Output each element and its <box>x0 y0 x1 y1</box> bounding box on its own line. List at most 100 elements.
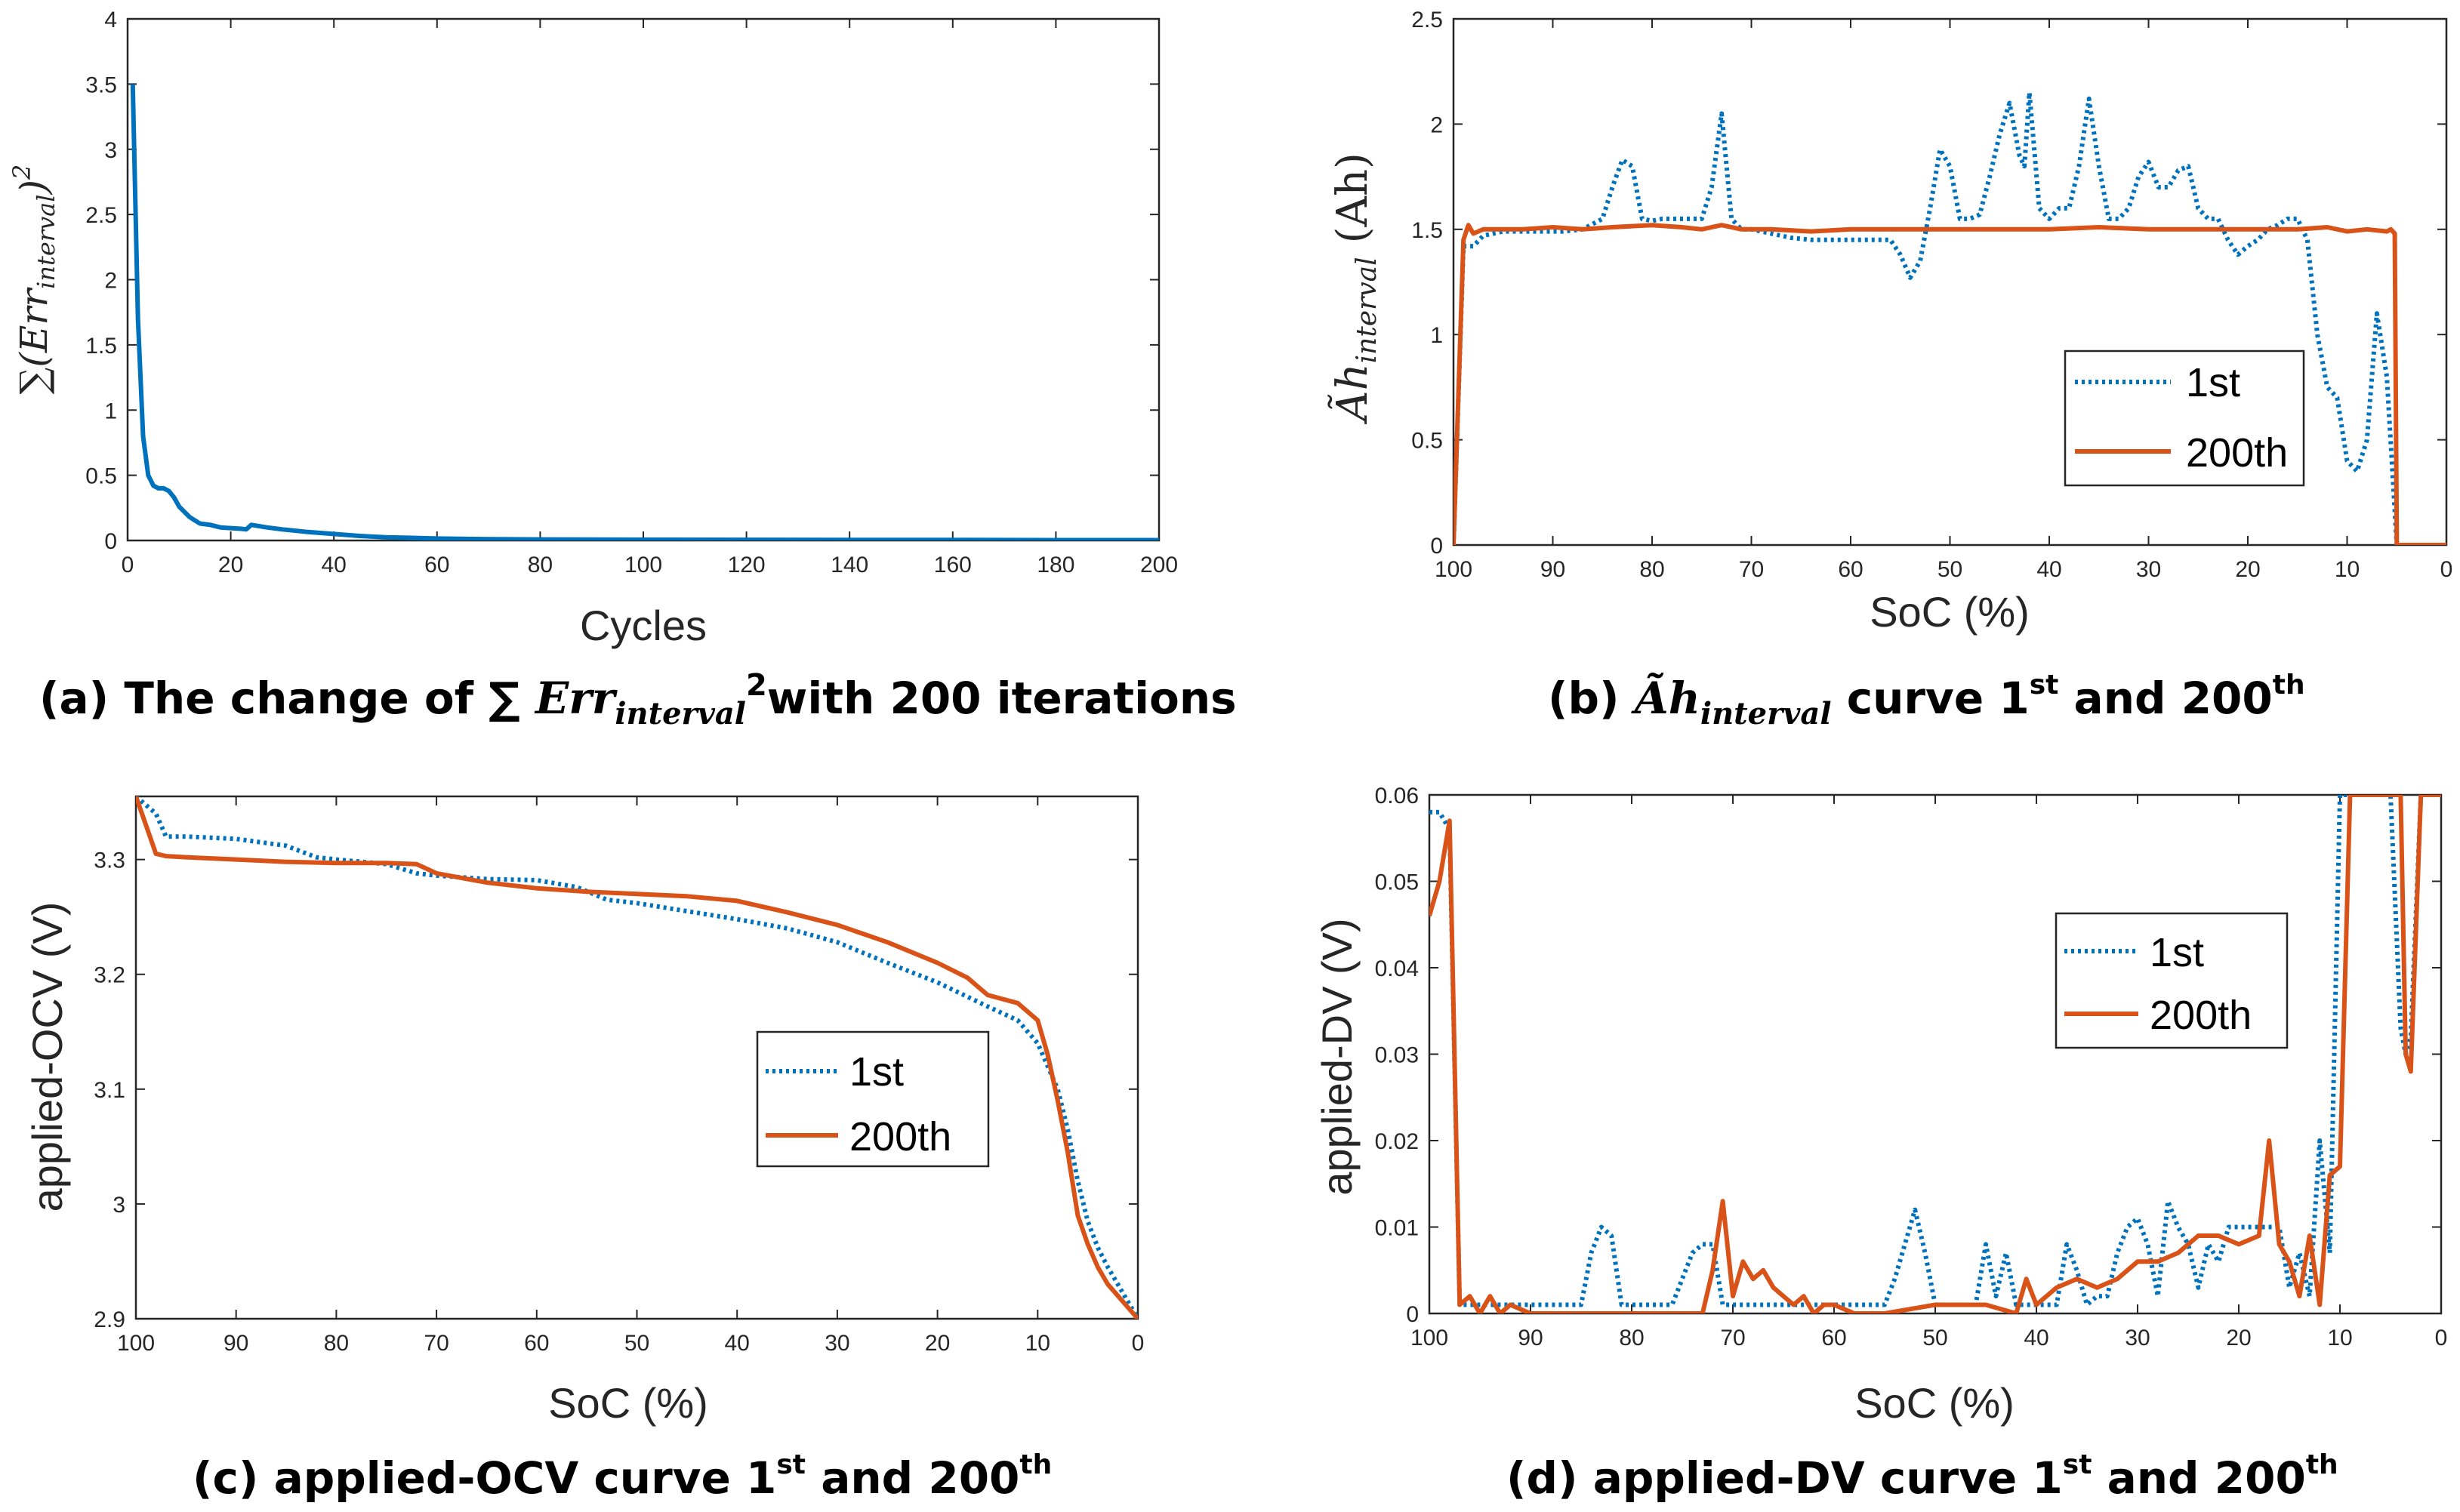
panel-a-xtick-label: 200 <box>1140 553 1178 577</box>
panel-c-xtick-label: 100 <box>117 1331 155 1356</box>
panel-b-ytick-label: 0 <box>1430 534 1443 559</box>
panel-d-xtick-label: 40 <box>2024 1326 2048 1350</box>
panel-d-xtick-label: 0 <box>2435 1326 2448 1350</box>
panel-a-xtick-label: 100 <box>624 553 662 577</box>
panel-b-caption: (b) Ãhinterval curve 1st and 200th <box>1548 670 2305 731</box>
panel-b-ytick-label: 2 <box>1430 112 1443 137</box>
panel-d-ytick-label: 0.06 <box>1375 784 1419 808</box>
panel-d-series-1st <box>1429 795 2441 1307</box>
panel-c-legend-box <box>756 1030 990 1168</box>
panel-b-xtick-label: 100 <box>1435 557 1472 582</box>
panel-c-ytick-label: 3.3 <box>94 848 125 873</box>
panel-a-ytick-label: 2.5 <box>85 203 117 228</box>
panel-c-ylabel: applied-OCV (V) <box>23 902 71 1212</box>
panel-c-ytick-label: 3 <box>113 1193 125 1218</box>
panel-d-xlabel: SoC (%) <box>1854 1379 2015 1427</box>
panel-c-xtick-label: 60 <box>524 1331 549 1356</box>
panel-c-series-1st <box>136 796 1138 1319</box>
panel-b-legend-label-1st: 1st <box>2186 360 2240 405</box>
panel-a-ytick-label: 2 <box>104 269 117 294</box>
panel-c-xtick-label: 80 <box>324 1331 349 1356</box>
panel-b-xlabel: SoC (%) <box>1870 588 2030 636</box>
panel-c-legend-label-200th: 200th <box>849 1114 951 1159</box>
panel-c-xtick-label: 20 <box>925 1331 950 1356</box>
panel-b-ytick-label: 0.5 <box>1411 429 1443 454</box>
panel-b-ylabel: Ãhinterval(Ah) <box>1327 152 1383 425</box>
panel-c-xtick-label: 90 <box>223 1331 248 1356</box>
panel-d-ytick-label: 0.03 <box>1375 1043 1419 1068</box>
panel-b-xtick-label: 20 <box>2235 557 2260 582</box>
panel-b-series <box>1453 90 2446 545</box>
panel-a-xtick-label: 80 <box>528 553 553 577</box>
panel-c-legend-label-1st: 1st <box>849 1049 904 1095</box>
panel-d-plot-frame <box>1428 793 2443 1315</box>
panel-b-xtick-label: 10 <box>2335 557 2360 582</box>
panel-d-series-200th <box>1429 795 2441 1313</box>
panel-a-ytick-label: 0.5 <box>85 464 117 489</box>
panel-c-xtick-label: 0 <box>1132 1331 1145 1356</box>
panel-a-xtick-label: 140 <box>831 553 868 577</box>
panel-c-ticks: 100 90 80 70 60 50 40 30 20 10 02.933.13.23.3 <box>94 796 1144 1356</box>
panel-b-series-1st <box>1453 90 2446 545</box>
panel-d-legend: 1st 200th <box>2055 912 2289 1049</box>
panel-a-ytick-label: 1 <box>104 399 117 423</box>
panel-c-xtick-label: 10 <box>1025 1331 1050 1356</box>
panel-d-xtick-label: 90 <box>1518 1326 1543 1350</box>
panel-c-xtick-label: 30 <box>825 1331 849 1356</box>
panel-d-xtick-label: 10 <box>2327 1326 2352 1350</box>
panel-b-legend-label-200th: 200th <box>2186 430 2288 476</box>
panel-a-ytick-label: 4 <box>104 8 117 32</box>
panel-c-series <box>136 796 1138 1319</box>
panel-b-ytick-label: 2.5 <box>1411 8 1443 32</box>
panel-a-ytick-label: 0 <box>104 529 117 554</box>
panel-d-series <box>1429 795 2441 1313</box>
panel-a-ylabel: ∑(Errinterval)2 <box>8 165 60 395</box>
panel-b-ytick-label: 1.5 <box>1411 218 1443 243</box>
panel-b-xtick-label: 60 <box>1838 557 1863 582</box>
panel-b-ytick-label: 1 <box>1430 323 1443 348</box>
panel-a-series-error <box>130 84 1159 540</box>
panel-b-legend: 1st 200th <box>2064 350 2305 487</box>
panel-c-series-200th <box>136 796 1138 1319</box>
panel-c-xtick-label: 50 <box>624 1331 649 1356</box>
panel-d-xtick-label: 50 <box>1922 1326 1947 1350</box>
panel-b-xtick-label: 70 <box>1739 557 1764 582</box>
panel-b-xtick-label: 40 <box>2036 557 2061 582</box>
panel-d-xtick-label: 20 <box>2226 1326 2251 1350</box>
panel-d-xtick-label: 70 <box>1720 1326 1745 1350</box>
panel-a-xtick-label: 160 <box>934 553 972 577</box>
panel-d-ytick-label: 0.05 <box>1375 870 1419 895</box>
panel-c-ytick-label: 2.9 <box>94 1307 125 1332</box>
panel-a-ticks: 0 20 40 60 80 100 120 140 160 180 200 0 0.5 1 1.5 2 2.5 3… <box>85 8 1178 577</box>
panel-a-xtick-label: 120 <box>728 553 766 577</box>
panel-b-xtick-label: 50 <box>1937 557 1962 582</box>
panel-b: 100 90 80 70 60 50 40 30 20 10 000.511.522.5 1st 2… <box>1327 8 2452 731</box>
panel-d-xtick-label: 30 <box>2125 1326 2150 1350</box>
panel-d: 100 90 80 70 60 50 40 30 20 10 000.010.020.030.040… <box>1313 784 2447 1504</box>
panel-c-caption: (c) applied-OCV curve 1st and 200th <box>193 1449 1052 1504</box>
panel-d-ytick-label: 0.02 <box>1375 1129 1419 1154</box>
panel-a: 0 20 40 60 80 100 120 140 160 180 200 0 0.5 1 1.5 2 2.5 3… <box>8 8 1237 731</box>
panel-d-caption: (d) applied-DV curve 1st and 200th <box>1506 1449 2338 1504</box>
panel-d-legend-box <box>2055 912 2289 1049</box>
panel-a-ytick-label: 1.5 <box>85 334 117 359</box>
panel-a-xtick-label: 40 <box>322 553 347 577</box>
panel-b-legend-box <box>2064 350 2305 487</box>
panel-d-ytick-label: 0 <box>1406 1302 1419 1327</box>
panel-c-xtick-label: 40 <box>725 1331 750 1356</box>
panel-d-xtick-label: 100 <box>1410 1326 1448 1350</box>
panel-d-ylabel: applied-DV (V) <box>1313 918 1361 1195</box>
panel-a-xlabel: Cycles <box>580 602 707 649</box>
panel-d-ticks: 100 90 80 70 60 50 40 30 20 10 000.010.020.030.040… <box>1375 784 2448 1350</box>
panel-a-series <box>130 84 1159 540</box>
panel-a-caption: (a) The change of ∑ Errinterval2with 200… <box>39 668 1237 731</box>
panel-c-legend: 1st 200th <box>756 1030 990 1168</box>
panel-a-xtick-label: 180 <box>1037 553 1074 577</box>
panel-a-ytick-label: 3.5 <box>85 72 117 97</box>
panel-a-plot-frame <box>126 17 1161 542</box>
panel-c: 100 90 80 70 60 50 40 30 20 10 02.933.13.23.3 1st … <box>23 795 1144 1504</box>
panel-b-xtick-label: 30 <box>2136 557 2161 582</box>
panel-b-ticks: 100 90 80 70 60 50 40 30 20 10 000.511.522.5 <box>1411 8 2452 582</box>
panel-c-ytick-label: 3.1 <box>94 1078 125 1103</box>
panel-b-xtick-label: 0 <box>2440 557 2453 582</box>
